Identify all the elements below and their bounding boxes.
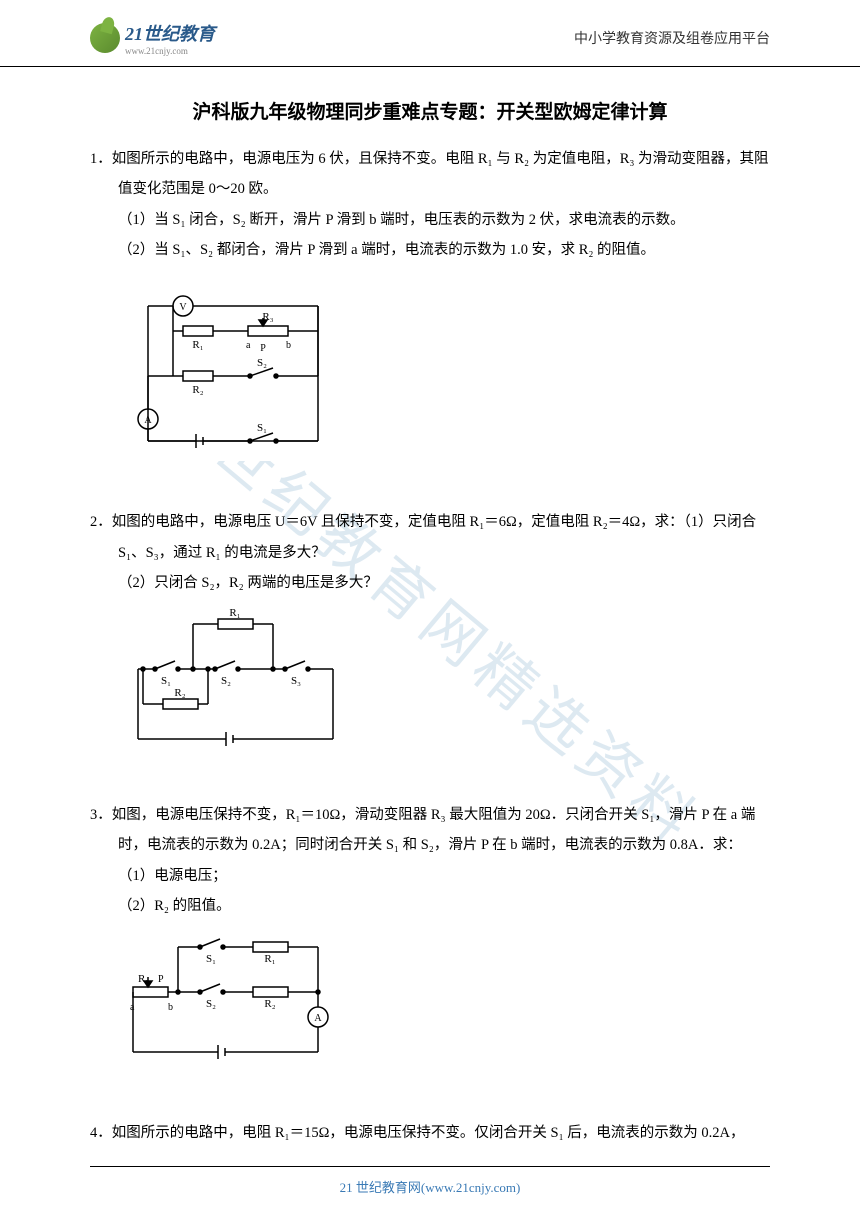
svg-text:b: b <box>286 340 291 351</box>
logo-text-container: 21世纪教育 www.21cnjy.com <box>125 20 215 56</box>
logo-sub-text: www.21cnjy.com <box>125 46 215 56</box>
svg-text:S₂: S₂ <box>206 998 216 1010</box>
svg-text:P: P <box>260 343 266 354</box>
svg-text:A: A <box>144 415 152 426</box>
svg-text:V: V <box>179 302 187 313</box>
svg-text:S₂: S₂ <box>221 675 231 687</box>
svg-text:S₁: S₁ <box>161 675 171 687</box>
header-right-text: 中小学教育资源及组卷应用平台 <box>574 28 770 48</box>
problem-3: 3．如图，电源电压保持不变，R₁＝10Ω，滑动变阻器 R₃ 最大阻值为 20Ω．… <box>90 800 770 1098</box>
svg-text:b: b <box>168 1002 173 1013</box>
svg-text:R₂: R₂ <box>192 384 203 396</box>
logo: 21世纪教育 www.21cnjy.com <box>90 20 215 56</box>
logo-main-text: 21世纪教育 <box>125 20 215 46</box>
problem-1-sub-1: （1）当 S₁ 闭合，S₂ 断开，滑片 P 滑到 b 端时，电压表的示数为 2 … <box>90 205 770 235</box>
main-content: 沪科版九年级物理同步重难点专题：开关型欧姆定律计算 1．如图所示的电路中，电源电… <box>0 97 860 1149</box>
problem-2: 2．如图的电路中，电源电压 U＝6V 且保持不变，定值电阻 R₁＝6Ω，定值电阻… <box>90 507 770 780</box>
svg-text:P: P <box>158 974 164 985</box>
problem-2-sub-1: （2）只闭合 S₂，R₂ 两端的电压是多大？ <box>90 568 770 598</box>
svg-text:a: a <box>246 340 251 351</box>
svg-text:R₂: R₂ <box>174 687 185 699</box>
logo-icon <box>90 23 120 53</box>
circuit-diagram-2: R₁ S₁ S₂ S₃ <box>118 609 353 754</box>
circuit-diagram-1: V R₁ R₃ a b P <box>118 276 338 461</box>
page-footer: 21 世纪教育网(www.21cnjy.com) <box>0 1166 860 1196</box>
problem-2-text: 如图的电路中，电源电压 U＝6V 且保持不变，定值电阻 R₁＝6Ω，定值电阻 R… <box>112 514 756 560</box>
svg-text:R₁: R₁ <box>264 953 275 965</box>
problem-3-main: 3．如图，电源电压保持不变，R₁＝10Ω，滑动变阻器 R₃ 最大阻值为 20Ω．… <box>90 800 770 861</box>
page-header: 21世纪教育 www.21cnjy.com 中小学教育资源及组卷应用平台 <box>0 0 860 67</box>
problem-1-text: 如图所示的电路中，电源电压为 6 伏，且保持不变。电阻 R₁ 与 R₂ 为定值电… <box>112 151 769 197</box>
svg-text:S₁: S₁ <box>257 422 267 434</box>
problem-1-num: 1． <box>90 151 112 167</box>
problem-4: 4．如图所示的电路中，电阻 R₁＝15Ω，电源电压保持不变。仅闭合开关 S₁ 后… <box>90 1118 770 1148</box>
svg-text:S₃: S₃ <box>291 675 301 687</box>
svg-text:R₂: R₂ <box>264 998 275 1010</box>
page-title: 沪科版九年级物理同步重难点专题：开关型欧姆定律计算 <box>90 97 770 124</box>
problem-1: 1．如图所示的电路中，电源电压为 6 伏，且保持不变。电阻 R₁ 与 R₂ 为定… <box>90 144 770 487</box>
circuit-diagram-3: S₁ R₁ S₂ R₂ R₃ <box>118 932 343 1072</box>
svg-text:S₁: S₁ <box>206 953 216 965</box>
svg-text:R₃: R₃ <box>138 973 149 985</box>
svg-text:R₁: R₁ <box>229 609 240 619</box>
problem-4-text: 如图所示的电路中，电阻 R₁＝15Ω，电源电压保持不变。仅闭合开关 S₁ 后，电… <box>112 1125 745 1141</box>
problem-2-num: 2． <box>90 514 112 530</box>
problem-3-text: 如图，电源电压保持不变，R₁＝10Ω，滑动变阻器 R₃ 最大阻值为 20Ω．只闭… <box>112 807 756 853</box>
problem-3-sub-2: （2）R₂ 的阻值。 <box>90 891 770 921</box>
footer-line <box>90 1166 770 1167</box>
svg-text:S₂: S₂ <box>257 357 267 369</box>
problem-4-num: 4． <box>90 1125 112 1141</box>
problem-1-main: 1．如图所示的电路中，电源电压为 6 伏，且保持不变。电阻 R₁ 与 R₂ 为定… <box>90 144 770 205</box>
problem-2-main: 2．如图的电路中，电源电压 U＝6V 且保持不变，定值电阻 R₁＝6Ω，定值电阻… <box>90 507 770 568</box>
problem-1-sub-2: （2）当 S₁、S₂ 都闭合，滑片 P 滑到 a 端时，电流表的示数为 1.0 … <box>90 235 770 265</box>
svg-text:A: A <box>314 1013 322 1024</box>
svg-text:R₁: R₁ <box>192 339 203 351</box>
problem-4-main: 4．如图所示的电路中，电阻 R₁＝15Ω，电源电压保持不变。仅闭合开关 S₁ 后… <box>90 1118 770 1148</box>
footer-text: 21 世纪教育网(www.21cnjy.com) <box>0 1177 860 1196</box>
problem-3-sub-1: （1）电源电压； <box>90 861 770 891</box>
problem-3-num: 3． <box>90 807 112 823</box>
